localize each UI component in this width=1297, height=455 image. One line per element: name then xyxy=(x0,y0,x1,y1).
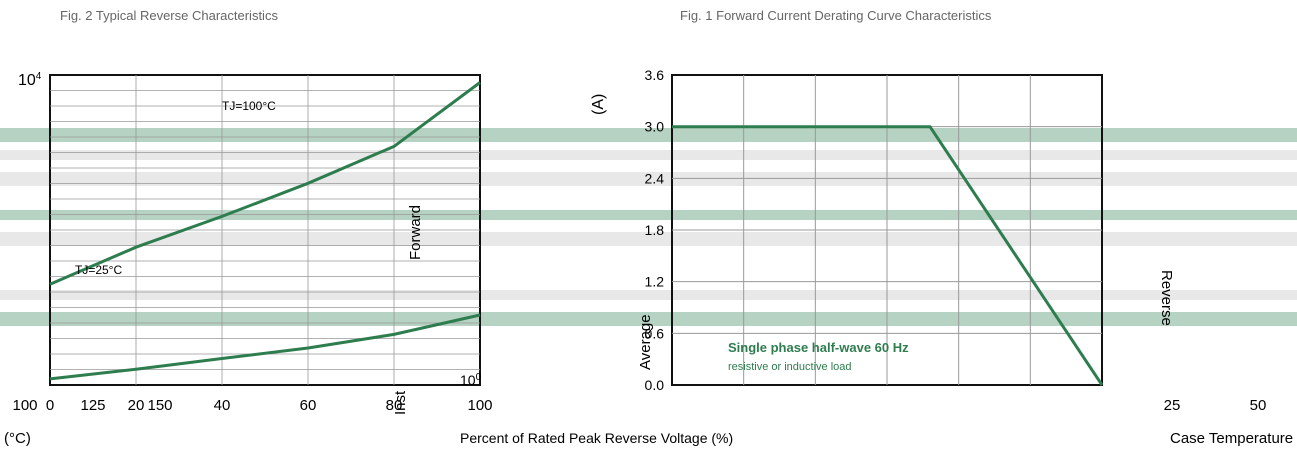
left-x-tick-labels: 0 20 40 60 80 100 xyxy=(46,397,493,414)
left-x-tick: 100 xyxy=(467,397,492,414)
left-series-line xyxy=(49,81,481,286)
y-amp-unit: (A) xyxy=(590,94,607,115)
left-x-tick: 80 xyxy=(386,397,403,414)
background-band xyxy=(0,128,1297,142)
right-grid xyxy=(672,75,1102,385)
fig-right-title: Fig. 1 Forward Current Derating Curve Ch… xyxy=(680,8,992,23)
left-grid xyxy=(50,75,480,385)
background-band xyxy=(0,232,1297,246)
background-band xyxy=(0,150,1297,160)
left-edge-x-tick: 150 xyxy=(147,397,172,414)
single-phase-label: Single phase half-wave 60 Hz xyxy=(728,340,909,355)
background-band xyxy=(0,210,1297,220)
y-forward-label: Forward xyxy=(407,205,424,260)
left-curves xyxy=(49,81,481,381)
background-band xyxy=(0,312,1297,326)
tj-100-label: TJ=100°C xyxy=(222,99,276,113)
left-x-tick: 20 xyxy=(128,397,145,414)
right-x-tick-labels: 25 50 xyxy=(1164,397,1267,414)
right-y-tick: 2.4 xyxy=(645,170,665,186)
left-x-tick: 40 xyxy=(214,397,231,414)
left-edge-x-tick: 125 xyxy=(80,397,105,414)
background-bands xyxy=(0,128,1297,326)
y-reverse-label: Reverse xyxy=(1158,270,1175,326)
right-y-tick: 3.6 xyxy=(645,67,665,83)
case-temp-label: Case Temperature xyxy=(1170,430,1293,447)
right-series-line xyxy=(672,125,1104,386)
tj-25-label: TJ=25°C xyxy=(75,263,122,277)
right-y-tick: 0.6 xyxy=(645,325,665,341)
left-edge-x-tick: 100 xyxy=(12,397,37,414)
reverse-characteristics-chart: 0 20 40 60 80 100 104 100 TJ=100°C TJ=25°C Pe… xyxy=(18,71,733,446)
right-y-tick: 1.8 xyxy=(645,222,665,238)
left-x-axis-title: Percent of Rated Peak Reverse Voltage (%… xyxy=(460,430,733,446)
derating-chart: 0.0 0.6 1.2 1.8 2.4 3.0 3.6 25 50 Single phase … xyxy=(645,67,1294,447)
tc-unit-label: (°C) xyxy=(4,430,31,447)
left-edge-x-ticks: 100 125 150 xyxy=(12,397,172,414)
y-inst-label: Inst xyxy=(392,390,409,415)
right-y-tick-labels: 0.0 0.6 1.2 1.8 2.4 3.0 3.6 xyxy=(645,67,665,393)
left-series-line xyxy=(49,313,481,381)
left-y-top-label: 104 xyxy=(18,71,42,89)
right-x-tick: 50 xyxy=(1250,397,1267,414)
right-y-tick: 1.2 xyxy=(645,274,665,290)
right-y-tick: 3.0 xyxy=(645,119,665,135)
right-y-tick: 0.0 xyxy=(645,377,665,393)
y-average-label: Average xyxy=(637,314,654,370)
left-x-tick: 0 xyxy=(46,397,54,414)
resistive-label: resistive or inductive load xyxy=(728,361,852,373)
left-x-tick: 60 xyxy=(300,397,317,414)
right-x-tick: 25 xyxy=(1164,397,1181,414)
background-band xyxy=(0,290,1297,300)
fig-left-title: Fig. 2 Typical Reverse Characteristics xyxy=(60,8,278,23)
right-curves xyxy=(672,125,1104,386)
